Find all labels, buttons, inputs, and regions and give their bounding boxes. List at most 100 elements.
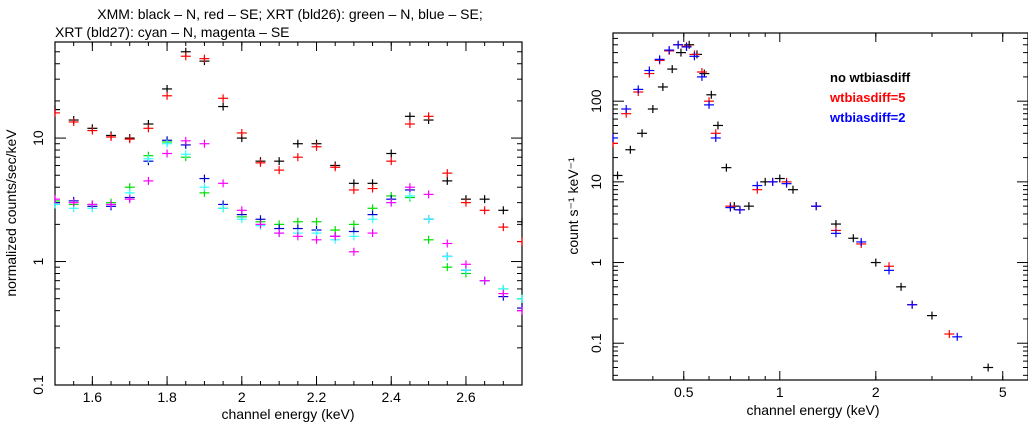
right-chart-data-point (944, 330, 955, 339)
right-chart-data-point (612, 133, 618, 142)
left-chart-data-point (54, 200, 60, 209)
left-chart-data-point (162, 139, 173, 148)
right-chart-data-point (787, 185, 798, 194)
right-chart-data-point (781, 179, 792, 188)
left-chart-data-point (517, 237, 523, 246)
right-chart-data-point (884, 266, 895, 275)
left-chart-data-point (236, 215, 247, 224)
left-chart-data-point (386, 149, 397, 158)
right-chart-y-tick-label: 10 (588, 174, 604, 190)
left-chart-data-point (162, 91, 173, 100)
left-chart-data-point (180, 52, 191, 61)
right-chart-data-point (681, 42, 692, 51)
left-chart-data-point (386, 198, 397, 207)
right-chart-data-point (725, 203, 736, 212)
left-chart-data-point (199, 54, 210, 63)
right-chart-y-tick-label: 1 (588, 258, 604, 266)
left-chart-y-tick-label: 0.1 (30, 375, 46, 395)
right-chart-data-point (644, 66, 655, 75)
left-chart-data-point (274, 229, 285, 238)
right-chart-series-0 (613, 40, 994, 372)
left-chart-data-point (143, 176, 154, 185)
right-chart-data-point (870, 258, 881, 267)
left-chart-data-point (348, 232, 359, 241)
left-chart-data-point (348, 247, 359, 256)
left-chart-plot-frame (54, 41, 523, 386)
right-chart-data-point (983, 363, 994, 372)
left-chart-data-point (236, 206, 247, 215)
left-chart-x-tick-label: 2 (238, 389, 246, 405)
left-chart-data-point (348, 220, 359, 229)
left-chart-data-point (348, 185, 359, 194)
left-chart-data-point (218, 204, 229, 213)
right-chart-legend: no wtbiasdiff wtbiasdiff=5 wtbiasdiff=2 (829, 70, 911, 125)
left-chart-data-point (498, 289, 509, 298)
right-chart-data-point (684, 40, 695, 49)
right-chart-data-point (774, 174, 785, 183)
left-chart-data-point (292, 232, 303, 241)
left-chart-data-point (517, 294, 523, 303)
right-chart-x-tick-label: 2 (872, 384, 880, 400)
right-chart-data-point (621, 104, 632, 113)
left-chart-data-point (367, 229, 378, 238)
left-chart-data-point (292, 139, 303, 148)
right-chart-data-point (721, 163, 732, 172)
left-chart-x-tick-label: 2.2 (307, 389, 327, 405)
left-chart-data-point (442, 176, 453, 185)
left-chart-data-point (255, 220, 266, 229)
left-chart-data-point (311, 235, 322, 244)
left-chart: XMM: black – N, red – SE; XRT (bld26): g… (3, 6, 523, 422)
left-chart-data-point (255, 158, 266, 167)
left-chart-data-point (498, 223, 509, 232)
right-chart-data-point (952, 332, 963, 341)
left-chart-data-point (498, 206, 509, 215)
left-chart-data-point (404, 183, 415, 192)
left-chart-x-tick-label: 1.8 (157, 389, 177, 405)
right-chart-series (612, 40, 994, 372)
right-chart-data-point (664, 46, 675, 55)
left-chart-title-line-2: XRT (bld27): cyan – N, magenta – SE (55, 24, 290, 40)
left-chart-data-point (124, 135, 135, 144)
left-chart-data-point (218, 94, 229, 103)
left-chart-y-axis-label: normalized counts/sec/keV (3, 129, 19, 297)
left-chart-data-point (404, 120, 415, 129)
left-chart-data-point (517, 217, 523, 226)
left-chart-ticks: 1.6 1.8 2 2.2 2.4 2.6 0.1 1 10 (30, 41, 523, 405)
right-chart-data-point (907, 300, 918, 309)
left-chart-data-point (442, 252, 453, 261)
left-chart-data-point (199, 139, 210, 148)
right-chart-data-point (667, 65, 678, 74)
left-chart-data-point (124, 195, 135, 204)
right-chart-data-point (712, 121, 723, 130)
left-chart-data-point (87, 126, 98, 135)
left-chart-data-point (292, 217, 303, 226)
right-chart-data-point (673, 40, 684, 49)
left-chart-data-point (274, 157, 285, 166)
left-chart-data-point (442, 263, 453, 272)
right-chart-data-point (689, 52, 700, 61)
left-chart-data-point (180, 150, 191, 159)
left-chart-data-point (236, 128, 247, 137)
right-chart-data-point (706, 90, 717, 99)
left-chart-data-point (87, 200, 98, 209)
right-chart-data-point (704, 100, 715, 109)
right-chart-data-point (926, 311, 937, 320)
right-chart-y-axis-label: count s⁻¹ keV⁻¹ (565, 157, 581, 255)
right-chart-data-point (734, 205, 745, 214)
right-chart-data-point (856, 237, 867, 246)
left-chart-data-point (143, 124, 154, 133)
left-chart-series (54, 47, 523, 315)
left-chart-data-point (143, 154, 154, 163)
right-chart-data-point (830, 229, 841, 238)
left-chart-x-tick-label: 2.4 (382, 389, 402, 405)
right-chart-data-point (633, 85, 644, 94)
left-chart-data-point (106, 200, 117, 209)
right-chart-y-tick-label: 100 (588, 89, 604, 113)
left-chart-data-point (423, 190, 434, 199)
right-chart-x-axis-label: channel energy (keV) (746, 402, 879, 418)
left-chart-data-point (54, 195, 60, 204)
left-chart-data-point (442, 239, 453, 248)
right-chart-data-point (675, 48, 686, 57)
right-chart-ticks: 0.5 1 2 5 0.1 1 10 100 (588, 32, 1028, 400)
